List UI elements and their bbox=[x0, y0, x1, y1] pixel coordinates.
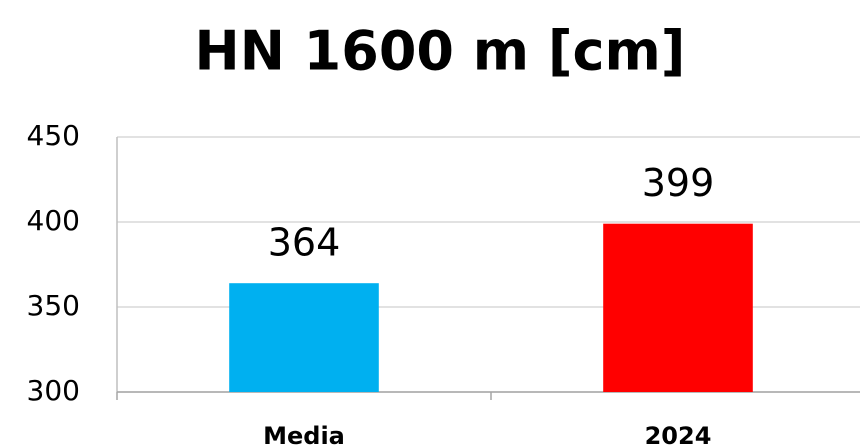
chart-title: HN 1600 m [cm] bbox=[195, 20, 686, 83]
x-tick-label: Media bbox=[263, 422, 345, 447]
y-tick-label: 400 bbox=[27, 204, 80, 237]
data-label: 399 bbox=[642, 161, 715, 205]
y-tick-label: 350 bbox=[27, 289, 80, 322]
bar bbox=[229, 283, 379, 392]
bar bbox=[603, 223, 753, 392]
y-tick-label: 450 bbox=[27, 119, 80, 152]
data-label: 364 bbox=[268, 221, 341, 265]
y-tick-label: 300 bbox=[27, 374, 80, 407]
x-tick-label: 2024 bbox=[645, 422, 712, 447]
